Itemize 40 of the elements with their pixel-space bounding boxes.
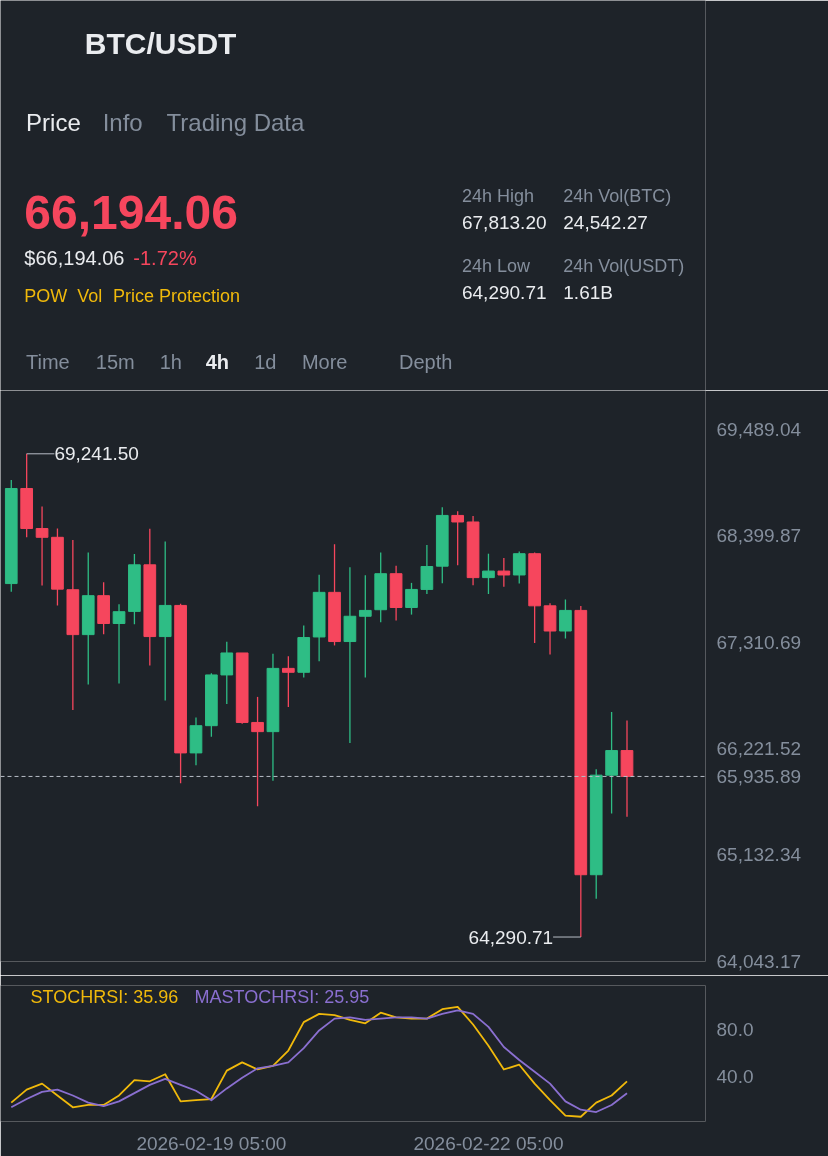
ref-line-label: 65,935.89 xyxy=(716,765,802,787)
y-tick-label: 68,399.87 xyxy=(716,525,802,547)
text: 67,813.20 xyxy=(461,212,547,233)
text: 1d xyxy=(254,350,277,373)
text: 24h Vol(USDT) xyxy=(563,255,685,276)
text: 4h xyxy=(205,350,230,373)
text: 1.61B xyxy=(563,282,613,303)
text: 24h High xyxy=(461,185,535,206)
x-tick-label: 2026-02-22 05:00 xyxy=(413,1132,564,1154)
text: 15m xyxy=(95,350,135,373)
text: Price Protection xyxy=(112,285,240,306)
text: More xyxy=(301,350,348,373)
y-tick-label: 67,310.69 xyxy=(716,631,802,653)
y-tick-label: 69,489.04 xyxy=(716,419,802,441)
text: 24,542.27 xyxy=(563,212,648,233)
text: -1.72% xyxy=(133,246,197,269)
text: POW xyxy=(24,285,68,306)
text: 24h Vol(BTC) xyxy=(563,185,672,206)
text: Depth xyxy=(398,350,453,373)
text: Vol xyxy=(77,285,103,306)
text: 66,194.06 xyxy=(24,186,238,239)
x-tick-label: 2026-02-19 05:00 xyxy=(136,1132,287,1154)
y-tick-label: 40.0 xyxy=(716,1066,754,1088)
y-tick-label: 64,043.17 xyxy=(716,950,802,972)
text: BTC/USDT xyxy=(84,27,237,60)
text: $66,194.06 xyxy=(24,246,125,269)
y-tick-label: 66,221.52 xyxy=(716,738,802,760)
text: 24h Low xyxy=(461,255,532,276)
text: 1h xyxy=(159,350,182,373)
annotation: 69,241.50 xyxy=(54,443,139,465)
text: Time xyxy=(26,350,70,373)
text: Price xyxy=(26,109,81,136)
y-tick-label: 80.0 xyxy=(716,1018,754,1040)
text: Trading Data xyxy=(166,109,306,136)
text: Info xyxy=(102,109,143,136)
text: STOCHRSI: 35.96 xyxy=(30,986,179,1007)
series-label: MASTOCHRSI: 25.95 xyxy=(194,986,370,1007)
y-tick-label: 65,132.34 xyxy=(716,844,802,866)
text: 64,290.71 xyxy=(461,282,547,303)
annotation: 64,290.71 xyxy=(468,926,554,948)
